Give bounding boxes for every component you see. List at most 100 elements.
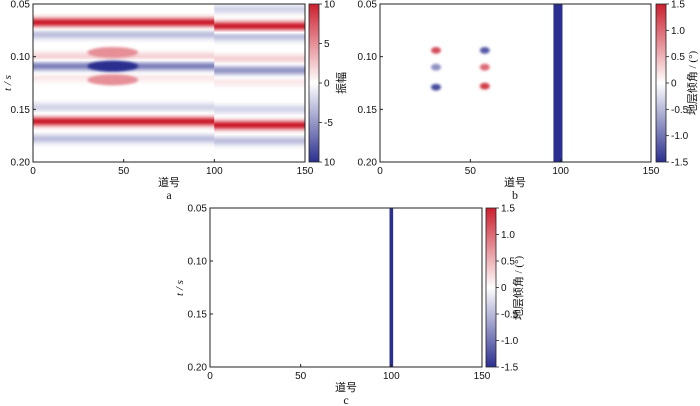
y-tick-label: 0.10	[358, 52, 378, 63]
layer-strip	[214, 138, 305, 140]
layer-strip	[33, 109, 215, 111]
layer-strip	[214, 108, 305, 110]
colorbar-ticks-b: 1.5 1.0 0.5 0 -0.5 -1.0 -1.5	[666, 0, 689, 169]
layer-strip	[214, 59, 305, 61]
layer-strip	[33, 133, 215, 135]
y-tick-label: 0.05	[358, 0, 378, 11]
layer-strip	[33, 57, 215, 59]
layer-strip	[33, 146, 215, 148]
layer-strip	[33, 34, 215, 36]
layer-strip	[214, 128, 305, 130]
layer-strip	[33, 21, 215, 23]
layer-strip	[214, 118, 305, 120]
layer-strip	[214, 112, 305, 114]
layer-strip	[33, 14, 215, 16]
layer-strip	[214, 12, 305, 14]
x-tick-label: 0	[30, 166, 36, 177]
layer-strip	[214, 132, 305, 134]
layer-strip	[214, 27, 305, 29]
plot-frame-c	[209, 207, 483, 368]
layer-strip	[33, 123, 215, 125]
colorbar-tick-label: -5	[324, 118, 333, 129]
x-tick-label: 100	[552, 166, 569, 177]
layer-strip	[33, 137, 215, 139]
layer-strip	[214, 140, 305, 142]
layer-strip	[214, 74, 305, 76]
layer-strip	[33, 117, 215, 119]
x-tick-label: 100	[206, 166, 223, 177]
layer-strip	[214, 15, 305, 17]
layer-strip	[214, 110, 305, 112]
layer-strip	[33, 23, 215, 25]
layer-strip	[33, 58, 215, 60]
layer-strip	[33, 125, 215, 127]
layer-strip	[214, 68, 305, 70]
layer-strip	[214, 113, 305, 115]
layer-strip	[214, 22, 305, 24]
layer-strip	[33, 128, 215, 130]
layer-strip	[33, 13, 215, 15]
colorbar-b	[655, 3, 667, 163]
layer-strip	[214, 139, 305, 141]
colorbar-tick-label: 0	[671, 79, 677, 90]
layer-strip	[214, 123, 305, 125]
layer-strip	[214, 115, 305, 117]
dip-spot	[479, 63, 490, 71]
layer-strip	[214, 43, 305, 45]
layer-strip	[214, 19, 305, 21]
layer-strip	[214, 72, 305, 74]
layer-strip	[33, 139, 215, 141]
layer-strip	[33, 38, 215, 40]
fault-zone	[389, 208, 394, 367]
layer-strip	[214, 107, 305, 109]
layer-strip	[214, 7, 305, 9]
layer-strip	[214, 137, 305, 139]
layer-strip	[33, 17, 215, 19]
layer-strip	[33, 60, 215, 62]
layer-strip	[214, 129, 305, 131]
colorbar-ticks-c: 1.5 1.0 0.5 0 -0.5 -1.0 -1.5	[496, 204, 519, 374]
layer-strip	[33, 19, 215, 21]
y-tick-label: 0.20	[11, 158, 31, 169]
layer-strip	[214, 145, 305, 147]
layer-strip	[214, 105, 305, 107]
layer-strip	[214, 58, 305, 60]
layer-strip	[214, 25, 305, 27]
layer-strip	[214, 75, 305, 77]
layer-strip	[214, 30, 305, 32]
layer-strip	[214, 78, 305, 80]
y-tick-label: 0.10	[188, 257, 208, 268]
colorbar-tick-label: -0.5	[501, 310, 519, 321]
layer-strip	[214, 147, 305, 149]
layer-strip	[33, 31, 215, 33]
layer-strip	[214, 39, 305, 41]
y-axis-label-c: t / s	[174, 280, 186, 296]
layer-strip	[214, 61, 305, 63]
layer-strip	[214, 85, 305, 87]
layer-strip	[214, 14, 305, 16]
layer-strip	[33, 140, 215, 142]
layer-strip	[214, 13, 305, 15]
layer-strip	[33, 26, 215, 28]
panel-b: 0 50 100 150 0.05 0.10 0.15 0.20 道号 b 1.5 1.0 0.…	[358, 0, 699, 202]
layer-strip	[214, 41, 305, 43]
layer-strip	[33, 145, 215, 147]
layer-strip	[33, 127, 215, 129]
colorbar-tick-label: -1.0	[671, 131, 689, 142]
layer-strip	[33, 114, 215, 116]
y-tick-label: 0.20	[188, 363, 208, 374]
x-tick-label: 150	[297, 166, 314, 177]
layer-strip	[33, 141, 215, 143]
layer-strip	[33, 111, 215, 113]
layer-strip	[33, 129, 215, 131]
layer-strip	[33, 35, 215, 37]
colorbar-tick-label: 1.5	[501, 204, 515, 215]
layer-strip	[214, 73, 305, 75]
layer-strip	[33, 22, 215, 24]
anomaly-lens	[87, 74, 139, 86]
layer-strip	[33, 121, 215, 123]
colorbar-tick-label: -1.5	[671, 158, 689, 169]
layer-strip	[33, 39, 215, 41]
layer-strip	[33, 126, 215, 128]
